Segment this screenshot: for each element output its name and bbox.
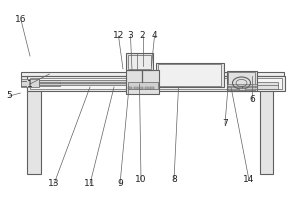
Bar bbox=[226, 84, 256, 86]
Text: 4: 4 bbox=[152, 31, 157, 40]
Bar bbox=[145, 87, 148, 89]
Bar bbox=[256, 85, 278, 89]
Bar bbox=[139, 87, 143, 89]
Text: 16: 16 bbox=[15, 16, 27, 24]
Bar bbox=[39, 80, 201, 82]
Bar bbox=[256, 82, 278, 86]
Bar bbox=[21, 79, 39, 87]
Bar bbox=[39, 83, 201, 85]
Text: 6: 6 bbox=[249, 96, 255, 104]
Bar bbox=[134, 87, 138, 89]
Bar bbox=[226, 87, 256, 89]
Text: 8: 8 bbox=[171, 176, 177, 184]
Bar bbox=[30, 78, 282, 89]
Text: 1: 1 bbox=[27, 80, 33, 88]
Text: 11: 11 bbox=[84, 180, 96, 188]
Text: 2: 2 bbox=[140, 31, 145, 40]
Bar bbox=[21, 76, 284, 81]
Text: 10: 10 bbox=[135, 176, 147, 184]
Text: 7: 7 bbox=[222, 119, 228, 129]
Bar bbox=[150, 87, 154, 89]
Bar bbox=[21, 80, 60, 86]
Bar bbox=[128, 87, 132, 89]
Bar bbox=[126, 70, 159, 94]
Bar bbox=[27, 81, 40, 174]
Bar bbox=[228, 72, 255, 90]
Text: 9: 9 bbox=[117, 180, 123, 188]
Bar bbox=[158, 64, 221, 86]
Bar bbox=[260, 81, 273, 174]
Text: 13: 13 bbox=[48, 180, 60, 188]
Bar bbox=[27, 76, 285, 91]
Bar bbox=[156, 63, 224, 87]
Bar bbox=[126, 53, 153, 70]
Text: 14: 14 bbox=[243, 176, 255, 184]
Text: 5: 5 bbox=[7, 92, 13, 100]
Bar bbox=[238, 88, 244, 90]
Bar bbox=[21, 72, 284, 76]
Text: 3: 3 bbox=[128, 31, 134, 40]
Bar bbox=[226, 71, 256, 91]
Text: 12: 12 bbox=[113, 31, 124, 40]
Bar bbox=[128, 55, 151, 69]
Bar bbox=[128, 82, 158, 89]
